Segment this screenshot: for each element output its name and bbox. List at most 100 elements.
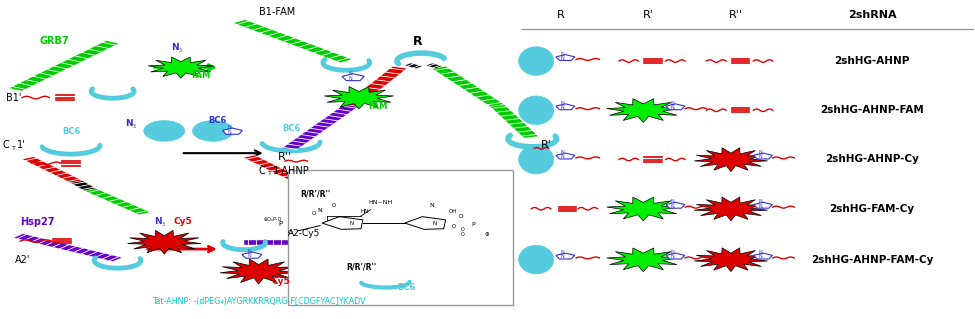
Text: $_3$: $_3$ [133,122,137,131]
Text: BC6: BC6 [397,283,415,292]
Text: N: N [349,221,353,226]
Text: HN: HN [361,210,370,214]
Polygon shape [666,253,684,259]
Text: 2shHG-AHNP-FAM-Cy: 2shHG-AHNP-FAM-Cy [811,255,933,264]
Text: HN~NH: HN~NH [369,200,393,205]
Text: Tat-AHNP: -(dPEG₄)AYGRKKRRQRG-F[CDGFYAC]YKADV: Tat-AHNP: -(dPEG₄)AYGRKKRRQRG-F[CDGFYAC]… [151,297,366,306]
Text: BC6: BC6 [282,124,300,133]
Text: T: T [268,171,272,176]
Polygon shape [14,234,122,262]
Polygon shape [694,197,767,221]
Text: R: R [557,10,565,20]
Polygon shape [128,230,201,254]
Polygon shape [666,202,684,208]
Text: N
N: N N [561,150,565,159]
Ellipse shape [519,96,554,124]
Text: R': R' [643,10,653,20]
Text: N
N: N N [247,249,251,258]
Polygon shape [694,248,767,271]
Text: N
N: N N [561,250,565,259]
Text: R/R'/R'': R/R'/R'' [300,189,331,198]
Polygon shape [342,74,365,81]
Polygon shape [754,202,772,208]
Text: Hsp27: Hsp27 [20,217,55,226]
Polygon shape [281,104,358,151]
Text: N: N [171,43,178,52]
Text: N: N [432,221,436,226]
Text: ⊕: ⊕ [485,232,489,237]
Polygon shape [405,217,446,229]
Text: 2shHG-AHNP: 2shHG-AHNP [835,56,910,66]
Text: N
N: N N [671,250,675,259]
Polygon shape [244,240,375,245]
Polygon shape [556,55,575,61]
Polygon shape [242,252,262,258]
Text: FAM: FAM [191,70,211,79]
Text: Tat-AHNP: Tat-AHNP [148,133,177,137]
Text: R': R' [541,140,552,150]
Text: N: N [429,203,434,208]
Text: O
O: O O [461,227,465,237]
Text: C: C [258,166,265,176]
Text: Cy5: Cy5 [271,277,291,286]
Text: R: R [412,34,422,48]
Text: N
N: N N [348,71,352,81]
Text: $_3$: $_3$ [177,46,182,55]
Polygon shape [405,63,422,69]
Text: N
N: N N [759,199,762,209]
Text: 2shHG-FAM-Cy: 2shHG-FAM-Cy [830,204,915,214]
Ellipse shape [192,121,233,141]
Ellipse shape [519,47,554,75]
Text: N
N: N N [759,150,762,159]
Text: 1': 1' [18,140,26,150]
Text: R/R'/R'': R/R'/R'' [346,262,376,271]
Polygon shape [489,105,538,138]
Polygon shape [244,155,303,182]
Text: $_3$: $_3$ [161,220,166,229]
Polygon shape [606,197,680,221]
Text: R'': R'' [728,10,743,20]
Polygon shape [606,248,680,271]
Text: P: P [471,222,475,227]
Polygon shape [322,217,363,229]
Polygon shape [233,20,352,63]
Text: N
N: N N [671,101,675,110]
Polygon shape [148,57,214,78]
Text: 1-AHNP: 1-AHNP [273,166,310,176]
Text: 2shHG-AHNP-Cy: 2shHG-AHNP-Cy [825,154,919,165]
Text: N
N: N N [759,250,762,259]
Text: N
N: N N [671,199,675,209]
Ellipse shape [519,245,554,274]
Text: O: O [312,211,317,216]
Text: O: O [288,230,292,235]
Text: GRB7: GRB7 [40,36,69,46]
Polygon shape [292,179,318,189]
Text: 2shHG-AHNP-FAM: 2shHG-AHNP-FAM [820,105,924,115]
Polygon shape [556,253,575,259]
Text: 2shRNA: 2shRNA [848,10,896,20]
Polygon shape [754,153,772,159]
Text: Cy5: Cy5 [174,217,193,226]
Polygon shape [85,188,150,215]
Text: B1': B1' [6,93,20,103]
Text: A2-Cy5: A2-Cy5 [288,229,320,238]
Text: C: C [3,140,10,150]
Text: N: N [154,217,162,226]
Text: N: N [317,208,322,213]
Text: O: O [332,203,336,208]
Ellipse shape [144,121,184,141]
Polygon shape [556,104,575,110]
Text: BC6: BC6 [208,116,226,125]
Text: FAM: FAM [369,102,388,111]
Polygon shape [426,63,443,69]
Polygon shape [556,153,575,159]
Polygon shape [344,66,408,107]
Polygon shape [9,41,119,91]
Text: R'': R'' [278,152,292,161]
Polygon shape [606,99,680,122]
Text: N
N: N N [561,52,565,61]
Polygon shape [754,253,772,259]
Text: N
N: N N [227,125,231,135]
Polygon shape [22,157,82,183]
Text: T: T [13,146,17,151]
